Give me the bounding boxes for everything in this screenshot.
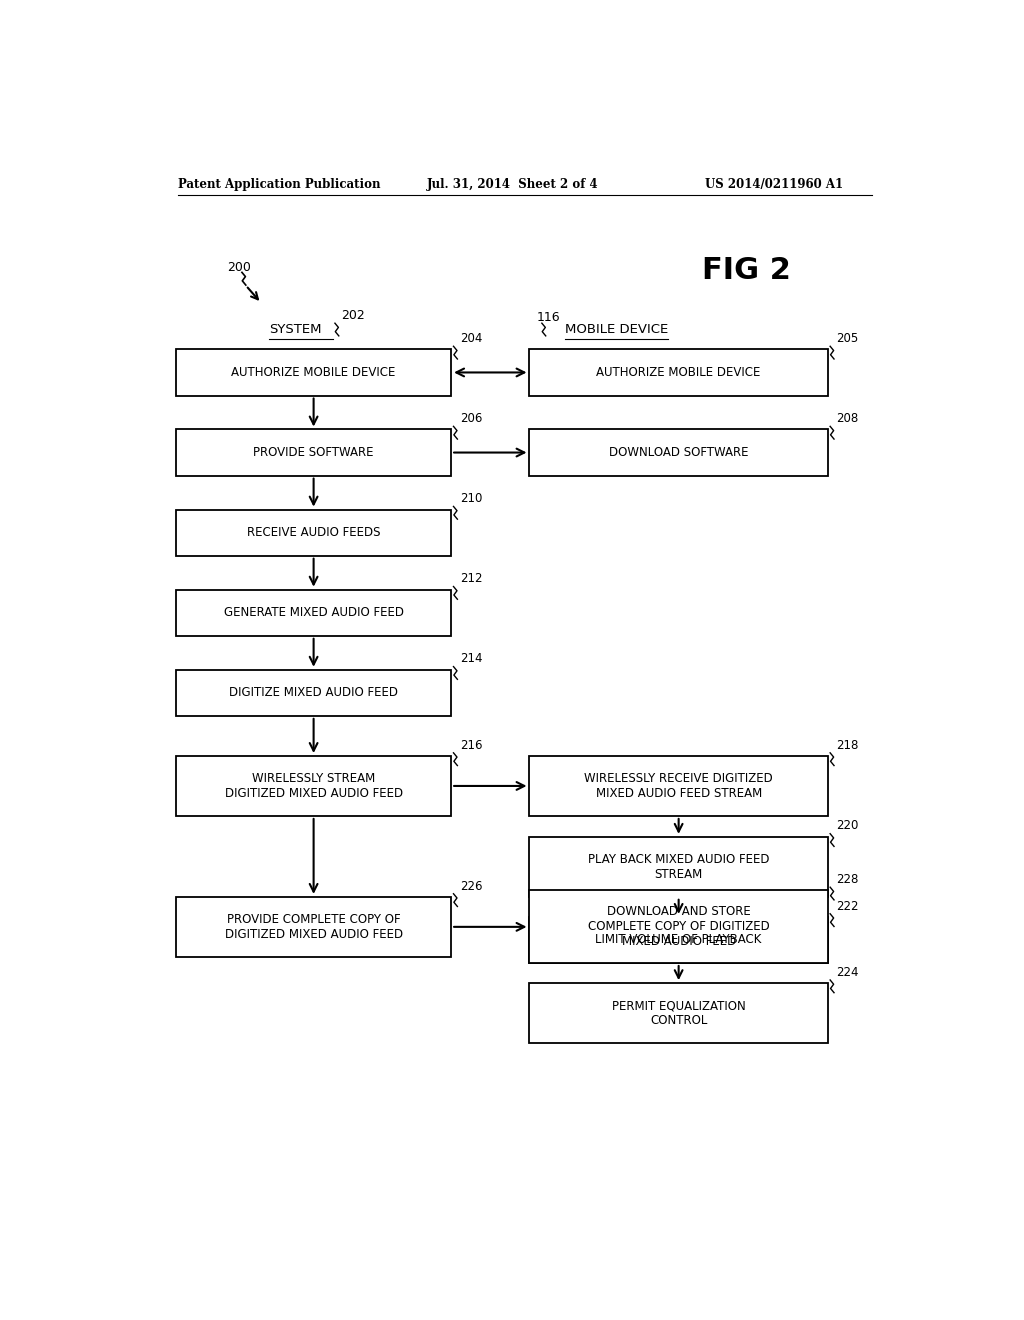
FancyBboxPatch shape <box>176 669 452 715</box>
Text: DOWNLOAD AND STORE
COMPLETE COPY OF DIGITIZED
MIXED AUDIO FEED: DOWNLOAD AND STORE COMPLETE COPY OF DIGI… <box>588 906 769 948</box>
Text: Jul. 31, 2014  Sheet 2 of 4: Jul. 31, 2014 Sheet 2 of 4 <box>426 178 598 190</box>
Text: AUTHORIZE MOBILE DEVICE: AUTHORIZE MOBILE DEVICE <box>596 366 761 379</box>
FancyBboxPatch shape <box>529 756 827 816</box>
Text: 116: 116 <box>537 312 560 325</box>
Text: 214: 214 <box>460 652 482 665</box>
Text: 220: 220 <box>837 820 859 833</box>
Text: WIRELESSLY STREAM
DIGITIZED MIXED AUDIO FEED: WIRELESSLY STREAM DIGITIZED MIXED AUDIO … <box>224 772 402 800</box>
Text: PROVIDE SOFTWARE: PROVIDE SOFTWARE <box>253 446 374 459</box>
Text: DOWNLOAD SOFTWARE: DOWNLOAD SOFTWARE <box>609 446 749 459</box>
Text: MOBILE DEVICE: MOBILE DEVICE <box>565 323 669 335</box>
Text: FIG 2: FIG 2 <box>701 256 791 285</box>
Text: 210: 210 <box>460 492 482 506</box>
Text: SYSTEM: SYSTEM <box>269 323 322 335</box>
Text: LIMIT VOLUME OF PLAYBACK: LIMIT VOLUME OF PLAYBACK <box>595 933 762 946</box>
Text: 226: 226 <box>460 879 482 892</box>
Text: RECEIVE AUDIO FEEDS: RECEIVE AUDIO FEEDS <box>247 527 380 539</box>
FancyBboxPatch shape <box>176 590 452 636</box>
FancyBboxPatch shape <box>529 837 827 896</box>
Text: 212: 212 <box>460 573 482 585</box>
Text: PERMIT EQUALIZATION
CONTROL: PERMIT EQUALIZATION CONTROL <box>611 999 745 1027</box>
Text: AUTHORIZE MOBILE DEVICE: AUTHORIZE MOBILE DEVICE <box>231 366 396 379</box>
Text: 228: 228 <box>837 873 859 886</box>
Text: 224: 224 <box>837 966 859 979</box>
FancyBboxPatch shape <box>529 917 827 964</box>
Text: 222: 222 <box>837 899 859 912</box>
Text: 205: 205 <box>837 333 858 345</box>
Text: 216: 216 <box>460 739 482 751</box>
FancyBboxPatch shape <box>176 429 452 475</box>
Text: 218: 218 <box>837 739 859 751</box>
Text: PLAY BACK MIXED AUDIO FEED
STREAM: PLAY BACK MIXED AUDIO FEED STREAM <box>588 853 769 880</box>
FancyBboxPatch shape <box>529 350 827 396</box>
Text: Patent Application Publication: Patent Application Publication <box>178 178 381 190</box>
Text: 200: 200 <box>227 261 251 275</box>
Text: WIRELESSLY RECEIVE DIGITIZED
MIXED AUDIO FEED STREAM: WIRELESSLY RECEIVE DIGITIZED MIXED AUDIO… <box>585 772 773 800</box>
Text: US 2014/0211960 A1: US 2014/0211960 A1 <box>706 178 844 190</box>
FancyBboxPatch shape <box>529 429 827 475</box>
FancyBboxPatch shape <box>176 510 452 556</box>
FancyBboxPatch shape <box>529 890 827 964</box>
FancyBboxPatch shape <box>176 350 452 396</box>
Text: PROVIDE COMPLETE COPY OF
DIGITIZED MIXED AUDIO FEED: PROVIDE COMPLETE COPY OF DIGITIZED MIXED… <box>224 913 402 941</box>
Text: 202: 202 <box>341 309 365 322</box>
Text: DIGITIZE MIXED AUDIO FEED: DIGITIZE MIXED AUDIO FEED <box>229 686 398 700</box>
Text: 206: 206 <box>460 412 482 425</box>
Text: 204: 204 <box>460 333 482 345</box>
FancyBboxPatch shape <box>176 896 452 957</box>
FancyBboxPatch shape <box>176 756 452 816</box>
Text: GENERATE MIXED AUDIO FEED: GENERATE MIXED AUDIO FEED <box>223 606 403 619</box>
Text: 208: 208 <box>837 412 858 425</box>
FancyBboxPatch shape <box>529 983 827 1043</box>
